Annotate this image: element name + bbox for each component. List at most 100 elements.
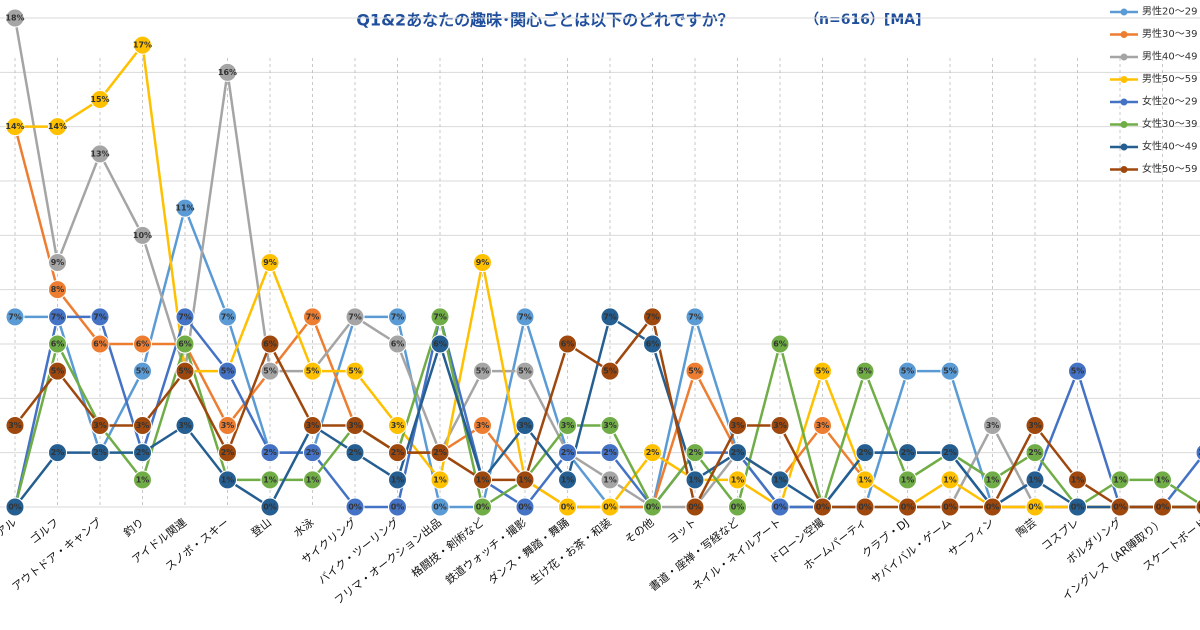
- data-label: 3%: [178, 421, 192, 430]
- data-label: 5%: [136, 367, 150, 376]
- data-point: [345, 307, 365, 327]
- data-label: 9%: [51, 258, 65, 267]
- data-point: [430, 470, 450, 490]
- data-point: [388, 307, 407, 327]
- data-point: [558, 470, 577, 490]
- data-point: [1025, 470, 1045, 490]
- data-point: [5, 307, 25, 327]
- data-point: [515, 361, 535, 381]
- data-point: [260, 470, 280, 490]
- data-point: [388, 334, 407, 354]
- data-label: 2%: [646, 448, 660, 457]
- data-label: 0%: [561, 503, 575, 512]
- data-point: [898, 361, 917, 381]
- x-tick-label: その他: [622, 516, 656, 547]
- data-label: 7%: [8, 312, 22, 321]
- data-label: 6%: [561, 340, 575, 349]
- data-point: [685, 497, 705, 517]
- data-point: [600, 443, 620, 463]
- data-label: 1%: [731, 475, 745, 484]
- data-label: 18%: [5, 14, 24, 23]
- legend-marker: [1120, 31, 1128, 38]
- data-point: [175, 307, 195, 327]
- data-label: 3%: [816, 421, 830, 430]
- data-point: [855, 470, 875, 490]
- data-label: 1%: [391, 475, 405, 484]
- data-label: 0%: [603, 503, 617, 512]
- data-point: [5, 497, 25, 517]
- data-point: [260, 497, 280, 517]
- data-label: 7%: [51, 312, 65, 321]
- data-point: [515, 470, 535, 490]
- data-point: [345, 497, 365, 517]
- data-label: 1%: [433, 475, 447, 484]
- data-point: [558, 497, 577, 517]
- data-point: [813, 416, 832, 435]
- data-point: [558, 443, 577, 463]
- data-point: [1195, 444, 1200, 461]
- x-tick-label: アル: [0, 516, 19, 540]
- data-label: 1%: [858, 475, 872, 484]
- data-point: [48, 443, 67, 463]
- data-label: 2%: [391, 448, 405, 457]
- legend-label: 男性50～59: [1142, 72, 1197, 85]
- data-point: [940, 443, 960, 463]
- data-label: 5%: [943, 367, 957, 376]
- legend-label: 女性30～39: [1142, 117, 1197, 130]
- data-label: 7%: [93, 312, 107, 321]
- data-label: 3%: [348, 421, 362, 430]
- legend-marker: [1120, 143, 1128, 151]
- data-label: 7%: [306, 312, 320, 321]
- data-point: [600, 416, 620, 435]
- x-tick-label: ゴルフ: [27, 515, 62, 546]
- data-point: [90, 443, 110, 463]
- data-label: 5%: [221, 367, 235, 376]
- data-label: 3%: [561, 421, 575, 430]
- data-point: [770, 416, 790, 435]
- data-label: 0%: [518, 503, 532, 512]
- data-point: [90, 90, 110, 109]
- data-label: 2%: [433, 448, 447, 457]
- data-point: [728, 416, 747, 435]
- data-point: [728, 470, 747, 490]
- data-point: [48, 280, 67, 300]
- data-point: [133, 361, 152, 381]
- data-point: [855, 497, 875, 517]
- data-label: 5%: [51, 367, 65, 376]
- data-label: 3%: [221, 421, 235, 430]
- legend-label: 女性40～49: [1142, 140, 1197, 153]
- legend-marker: [1120, 121, 1128, 128]
- data-label: 13%: [90, 149, 109, 158]
- data-label: 2%: [263, 448, 277, 457]
- data-point: [1153, 497, 1172, 517]
- data-point: [218, 62, 237, 82]
- data-label: 5%: [858, 367, 872, 376]
- data-point: [5, 416, 25, 435]
- chart-title: Q1&2あなたの趣味･関心ごとは以下のどれですか？: [356, 11, 733, 30]
- data-point: [388, 443, 407, 463]
- data-point: [48, 361, 67, 381]
- data-label: 0%: [433, 503, 447, 512]
- legend-marker: [1120, 98, 1128, 106]
- data-label: 0%: [1198, 503, 1200, 512]
- data-label: 7%: [348, 312, 362, 321]
- data-label: 1%: [518, 475, 532, 484]
- data-label: 0%: [943, 503, 957, 512]
- data-point: [345, 416, 365, 435]
- data-label: 0%: [688, 503, 702, 512]
- data-label: 6%: [391, 340, 405, 349]
- data-point: [983, 470, 1002, 490]
- data-label: 5%: [901, 367, 915, 376]
- data-point: [218, 443, 237, 463]
- data-label: 1%: [476, 475, 490, 484]
- data-label: 5%: [178, 367, 192, 376]
- data-label: 3%: [391, 421, 405, 430]
- data-label: 2%: [603, 448, 617, 457]
- x-tick-label: ヨット: [665, 516, 699, 547]
- data-label: 9%: [476, 258, 490, 267]
- data-label: 1%: [306, 475, 320, 484]
- data-label: 5%: [816, 367, 830, 376]
- data-point: [855, 443, 875, 463]
- data-point: [345, 443, 365, 463]
